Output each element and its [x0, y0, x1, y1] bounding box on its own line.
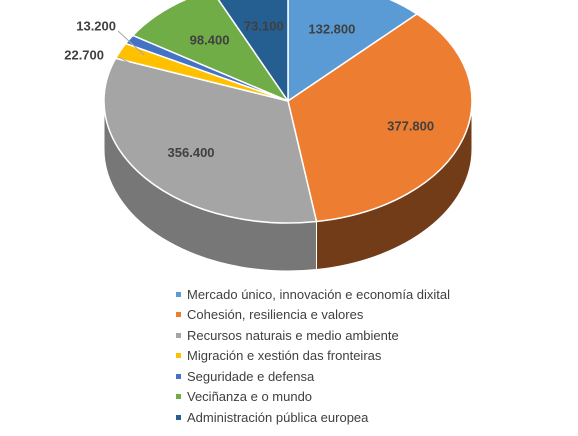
legend-item-4: Migración e xestión das fronteiras	[176, 346, 450, 367]
leader-line-4	[118, 56, 137, 68]
legend-label-3: Recursos naturais e medio ambiente	[187, 327, 399, 343]
legend: Mercado único, innovación e economía dix…	[176, 284, 450, 428]
legend-label-4: Migración e xestión das fronteiras	[187, 348, 382, 364]
legend-swatch-4	[176, 353, 181, 359]
legend-swatch-7	[176, 414, 181, 420]
legend-item-5: Seguridade e defensa	[176, 366, 450, 387]
legend-label-6: Veciñanza e o mundo	[187, 389, 313, 405]
pie-slice-2	[287, 13, 473, 223]
data-label-3: 356.400	[168, 145, 215, 160]
legend-label-1: Mercado único, innovación e economía dix…	[187, 286, 451, 302]
pie-slice-3	[103, 57, 318, 224]
legend-item-3: Recursos naturais e medio ambiente	[176, 325, 450, 346]
legend-item-7: Administración pública europea	[176, 407, 450, 428]
data-label-7: 73.100	[244, 19, 284, 34]
data-label-4: 22.700	[64, 47, 104, 62]
data-label-6: 98.400	[190, 33, 230, 48]
pie-slice-1	[287, 0, 418, 102]
leader-line-5	[117, 30, 145, 56]
data-label-1: 132.800	[308, 21, 355, 36]
legend-item-6: Veciñanza e o mundo	[176, 387, 450, 408]
data-label-5: 13.200	[76, 18, 116, 33]
legend-label-5: Seguridade e defensa	[187, 368, 315, 384]
legend-swatch-1	[176, 291, 181, 297]
legend-label-2: Cohesión, resiliencia e valores	[187, 307, 364, 323]
data-label-2: 377.800	[387, 119, 434, 134]
legend-item-2: Cohesión, resiliencia e valores	[176, 305, 450, 326]
legend-swatch-6	[176, 394, 181, 400]
pie-slice-6	[132, 0, 289, 102]
legend-item-1: Mercado único, innovación e economía dix…	[176, 284, 450, 305]
legend-swatch-3	[176, 332, 181, 338]
legend-swatch-5	[176, 373, 181, 379]
legend-label-7: Administración pública europea	[187, 409, 369, 425]
legend-swatch-2	[176, 312, 181, 318]
pie-slice-7	[217, 0, 289, 102]
